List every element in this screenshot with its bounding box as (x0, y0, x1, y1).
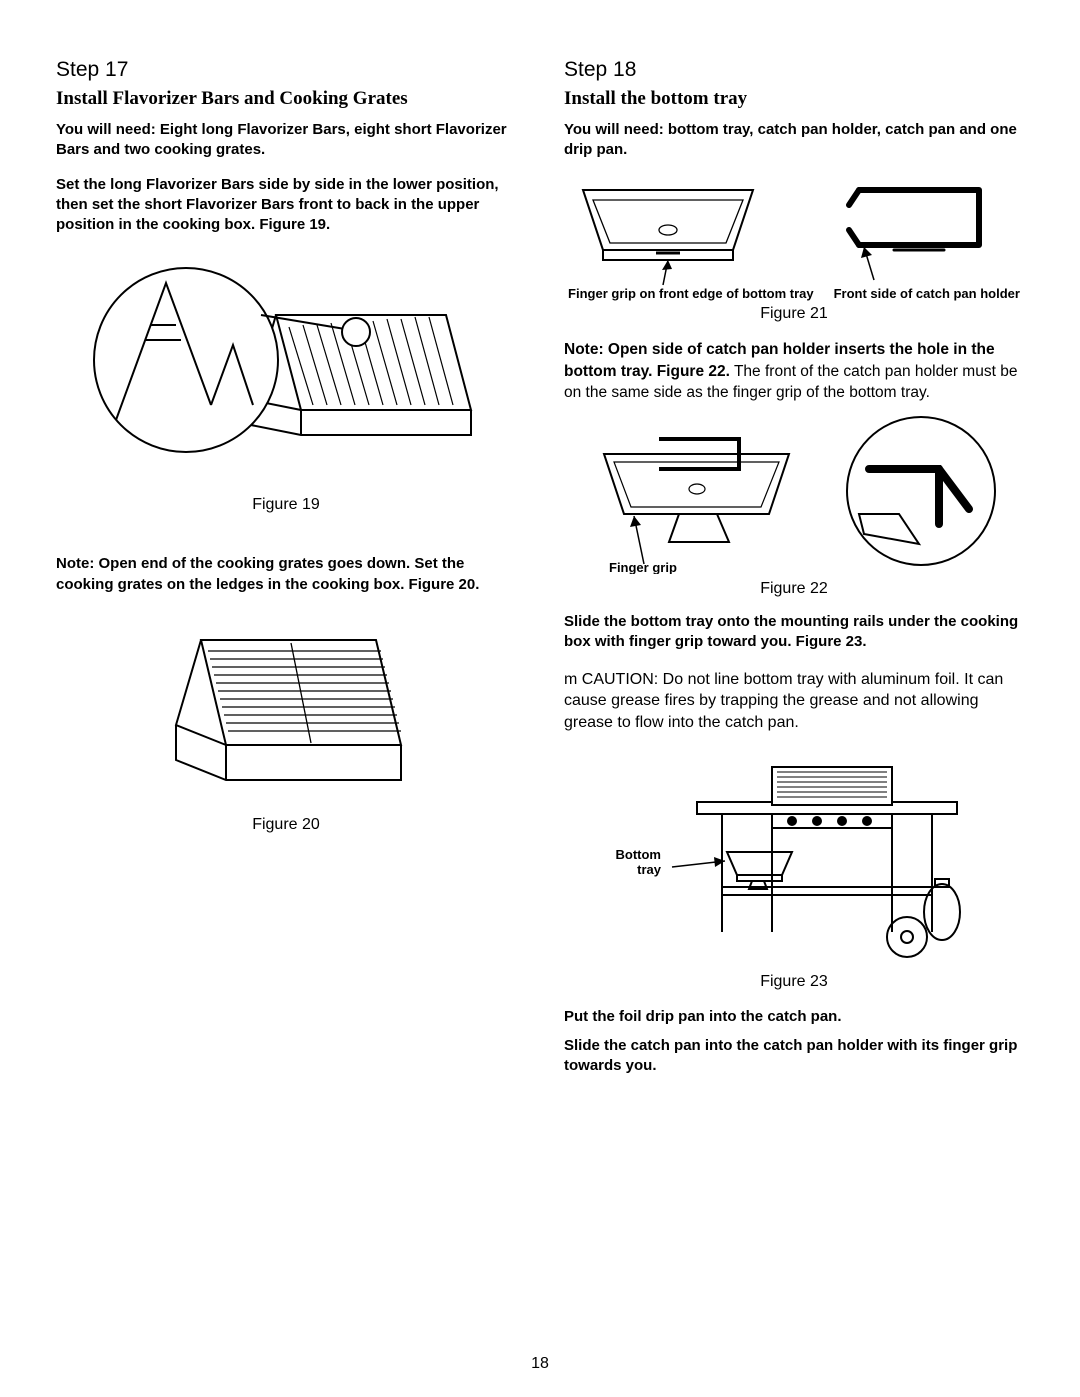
step-18-number: Step 18 (564, 58, 1024, 82)
figure-20-caption: Figure 20 (252, 816, 320, 834)
figure-23-caption: Figure 23 (760, 973, 828, 991)
left-column: Step 17 Install Flavorizer Bars and Cook… (56, 58, 516, 1084)
figure-22-detail-svg (844, 414, 999, 569)
figure-21-left: Finger grip on front edge of bottom tray (568, 175, 814, 302)
step-18-p2: Slide the bottom tray onto the mounting … (564, 612, 1024, 653)
step-18-p4: Slide the catch pan into the catch pan h… (564, 1036, 1024, 1077)
callout-holder-front: Front side of catch pan holder (834, 286, 1020, 302)
page-container: Step 17 Install Flavorizer Bars and Cook… (56, 58, 1024, 1084)
callout-bottom-tray: Bottom tray (601, 847, 661, 878)
figure-21-row: Finger grip on front edge of bottom tray… (564, 175, 1024, 302)
figure-20-svg (156, 615, 416, 810)
catch-holder-svg (834, 175, 1004, 290)
callout-finger-grip-tray: Finger grip on front edge of bottom tray (568, 286, 814, 302)
step-18-p1: Note: Open side of catch pan holder inse… (564, 339, 1024, 404)
step-17-p1: Set the long Flavorizer Bars side by sid… (56, 175, 516, 236)
figure-22-svg: Finger grip (589, 414, 834, 574)
figure-23-svg (667, 757, 987, 967)
step-17-number: Step 17 (56, 58, 516, 82)
step-18-p3: Put the foil drip pan into the catch pan… (564, 1007, 1024, 1027)
step-17-p2: Note: Open end of the cooking grates goe… (56, 554, 516, 595)
caution-text: m CAUTION: Do not line bottom tray with … (564, 669, 1024, 734)
step-17-title: Install Flavorizer Bars and Cooking Grat… (56, 88, 516, 110)
figure-19-svg (91, 255, 481, 490)
figure-19-block: Figure 19 (56, 255, 516, 514)
right-column: Step 18 Install the bottom tray You will… (564, 58, 1024, 1084)
bottom-tray-svg (568, 175, 768, 290)
figure-21-caption: Figure 21 (564, 305, 1024, 323)
figure-23-block: Bottom tray (564, 757, 1024, 991)
step-18-title: Install the bottom tray (564, 88, 1024, 110)
figure-20-block: Figure 20 (56, 615, 516, 834)
svg-text:Finger grip: Finger grip (609, 560, 677, 574)
step-18-need: You will need: bottom tray, catch pan ho… (564, 120, 1024, 161)
figure-21-right: Front side of catch pan holder (834, 175, 1020, 302)
figure-22-caption: Figure 22 (760, 580, 828, 598)
figure-19-caption: Figure 19 (252, 496, 320, 514)
page-number: 18 (0, 1355, 1080, 1373)
figure-22-block: Finger grip Figure 22 (564, 414, 1024, 598)
step-17-need: You will need: Eight long Flavorizer Bar… (56, 120, 516, 161)
